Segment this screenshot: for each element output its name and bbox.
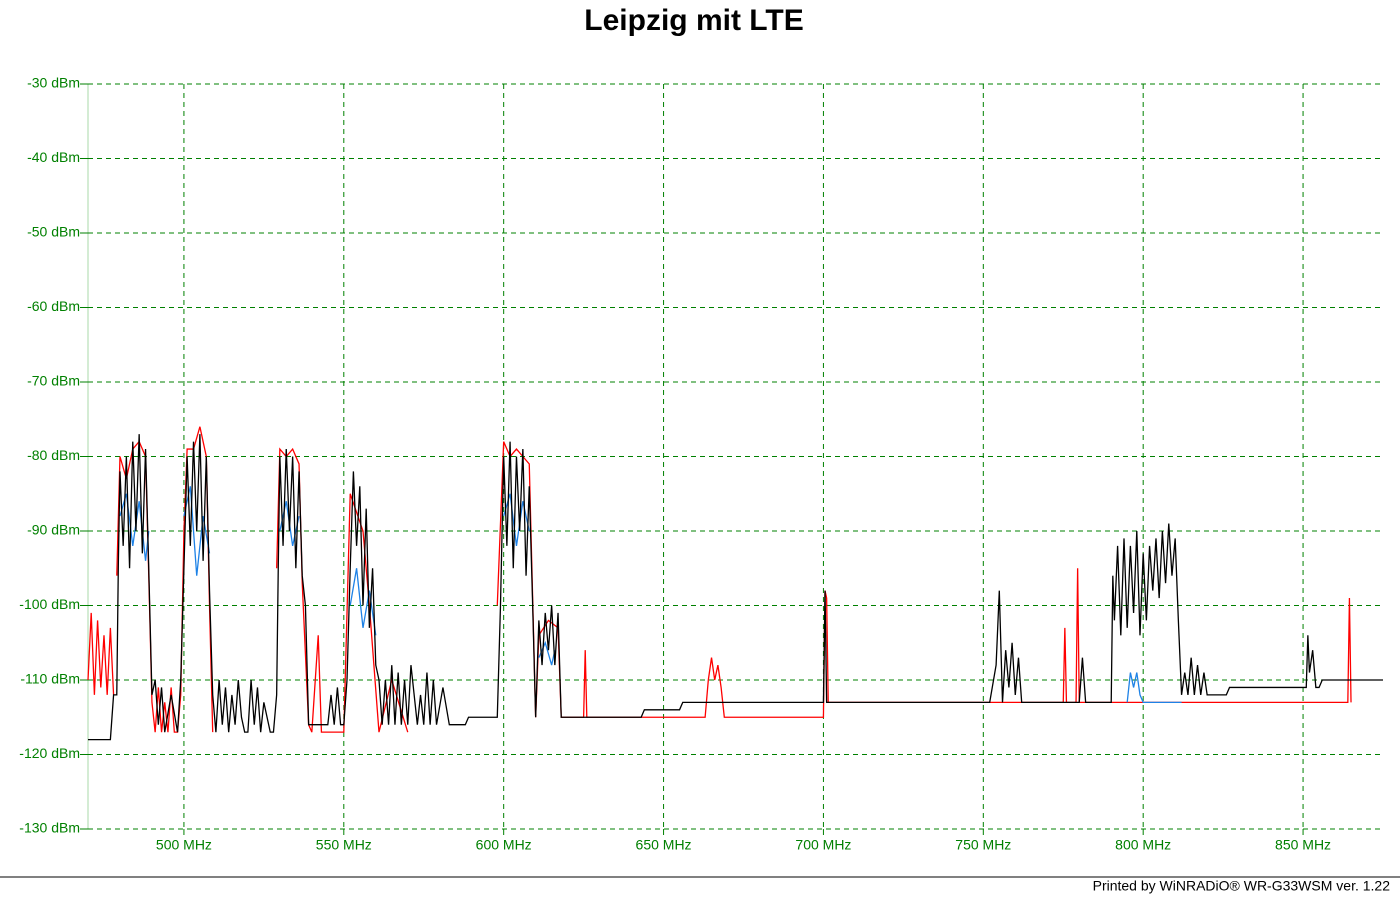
y-tick-label: -120 dBm: [19, 745, 80, 761]
y-tick-label: -60 dBm: [27, 298, 80, 314]
y-tick-label: -100 dBm: [19, 596, 80, 612]
y-tick-label: -30 dBm: [27, 75, 80, 91]
y-tick-label: -50 dBm: [27, 224, 80, 240]
x-tick-label: 550 MHz: [316, 837, 372, 853]
spectrum-trace: [88, 434, 1383, 741]
x-tick-label: 750 MHz: [955, 837, 1011, 853]
y-tick-label: -80 dBm: [27, 447, 80, 463]
y-tick-label: -110 dBm: [20, 671, 80, 687]
y-tick-label: -130 dBm: [19, 820, 80, 836]
x-tick-label: 850 MHz: [1275, 837, 1331, 853]
footer-text: Printed by WiNRADiO® WR-G33WSM ver. 1.22: [1093, 878, 1391, 894]
x-tick-label: 800 MHz: [1115, 837, 1171, 853]
x-tick-label: 700 MHz: [795, 837, 851, 853]
x-tick-label: 650 MHz: [636, 837, 692, 853]
y-tick-label: -40 dBm: [27, 149, 80, 165]
chart-title: Leipzig mit LTE: [584, 4, 803, 37]
x-tick-label: 500 MHz: [156, 837, 212, 853]
spectrum-trace: [87, 426, 1352, 733]
y-tick-label: -70 dBm: [27, 373, 80, 389]
x-tick-label: 600 MHz: [476, 837, 532, 853]
y-tick-label: -90 dBm: [27, 522, 80, 538]
